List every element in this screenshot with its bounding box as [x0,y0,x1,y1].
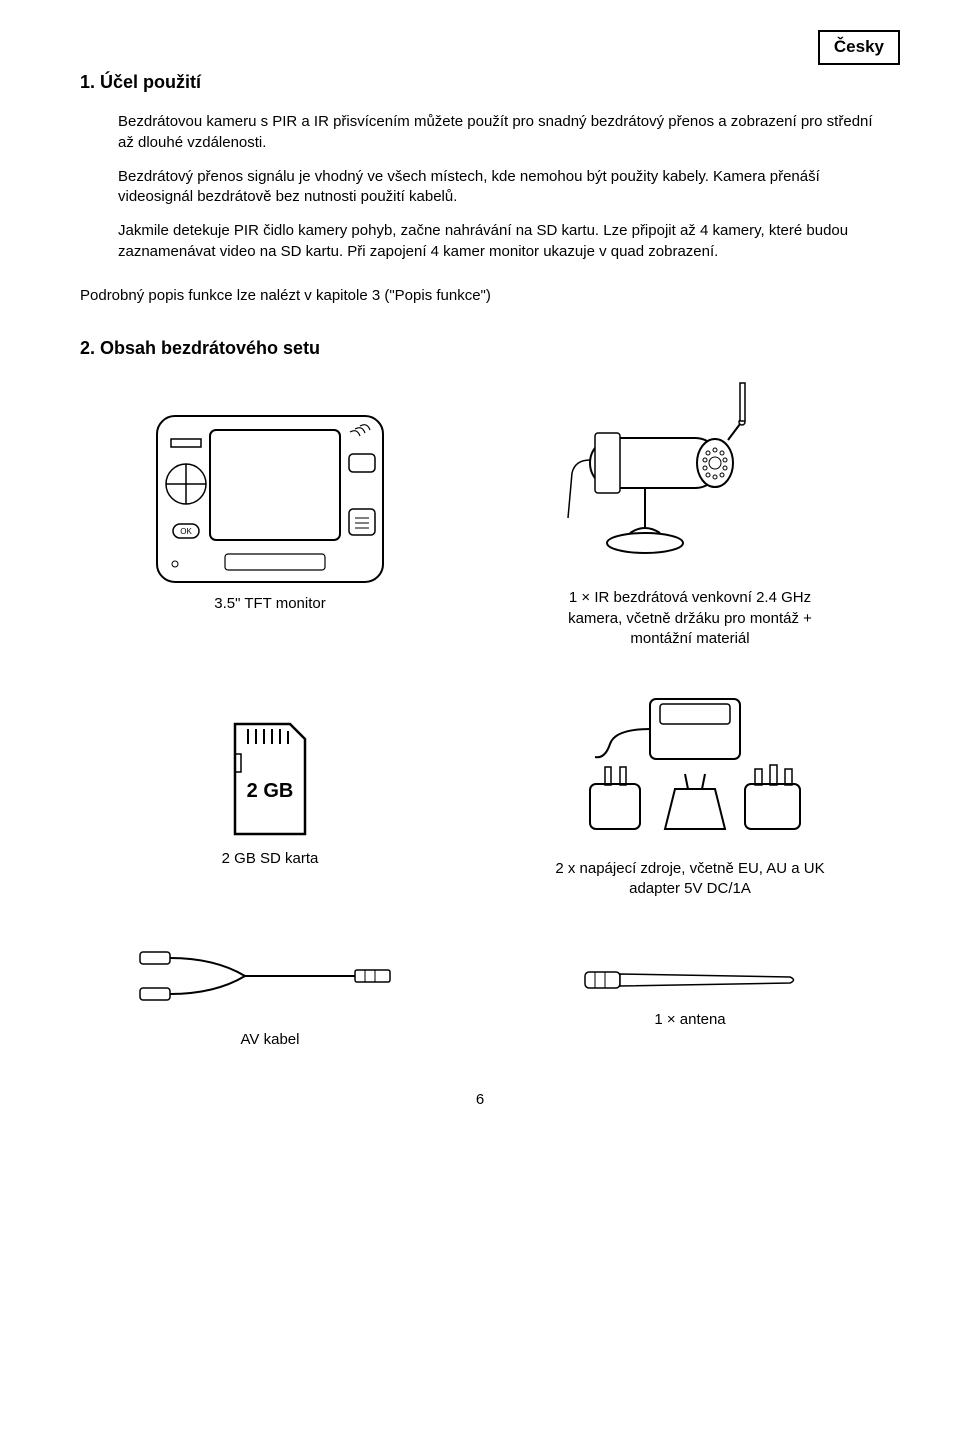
monitor-icon: OK [155,414,385,584]
camera-icon [560,378,820,578]
section-1-heading: 1. Účel použití [80,70,880,94]
item-camera-caption: 1 × IR bezdrátová venkovní 2.4 GHz kamer… [540,588,840,649]
item-sdcard-caption: 2 GB SD karta [222,849,319,869]
section-1-para-3: Jakmile detekuje PIR čidlo kamery pohyb,… [118,221,880,262]
language-badge: Česky [818,30,900,65]
item-power-caption: 2 x napájecí zdroje, včetně EU, AU a UK … [540,859,840,900]
contents-grid: OK 3.5" TFT monitor [80,378,880,1050]
item-camera: 1 × IR bezdrátová venkovní 2.4 GHz kamer… [540,378,840,649]
item-antenna-caption: 1 × antena [654,1010,725,1030]
item-monitor-caption: 3.5" TFT monitor [214,594,325,614]
section-1-para-1: Bezdrátovou kameru s PIR a IR přisvícení… [118,112,880,153]
page-number: 6 [80,1090,880,1110]
section-1-para-2: Bezdrátový přenos signálu je vhodný ve v… [118,167,880,208]
item-power: 2 x napájecí zdroje, včetně EU, AU a UK … [540,689,840,900]
svg-text:OK: OK [180,527,192,536]
antenna-icon [575,960,805,1000]
sdcard-icon: 2 GB [220,719,320,839]
item-avcable-caption: AV kabel [241,1030,300,1050]
item-monitor: OK 3.5" TFT monitor [155,414,385,614]
avcable-icon [135,940,405,1020]
section-1-para-4: Podrobný popis funkce lze nalézt v kapit… [80,286,880,306]
item-sdcard: 2 GB 2 GB SD karta [220,719,320,869]
sdcard-label: 2 GB [247,780,294,802]
power-icon [560,689,820,849]
item-avcable: AV kabel [135,940,405,1050]
section-2-heading: 2. Obsah bezdrátového setu [80,336,880,360]
item-antenna: 1 × antena [575,960,805,1030]
